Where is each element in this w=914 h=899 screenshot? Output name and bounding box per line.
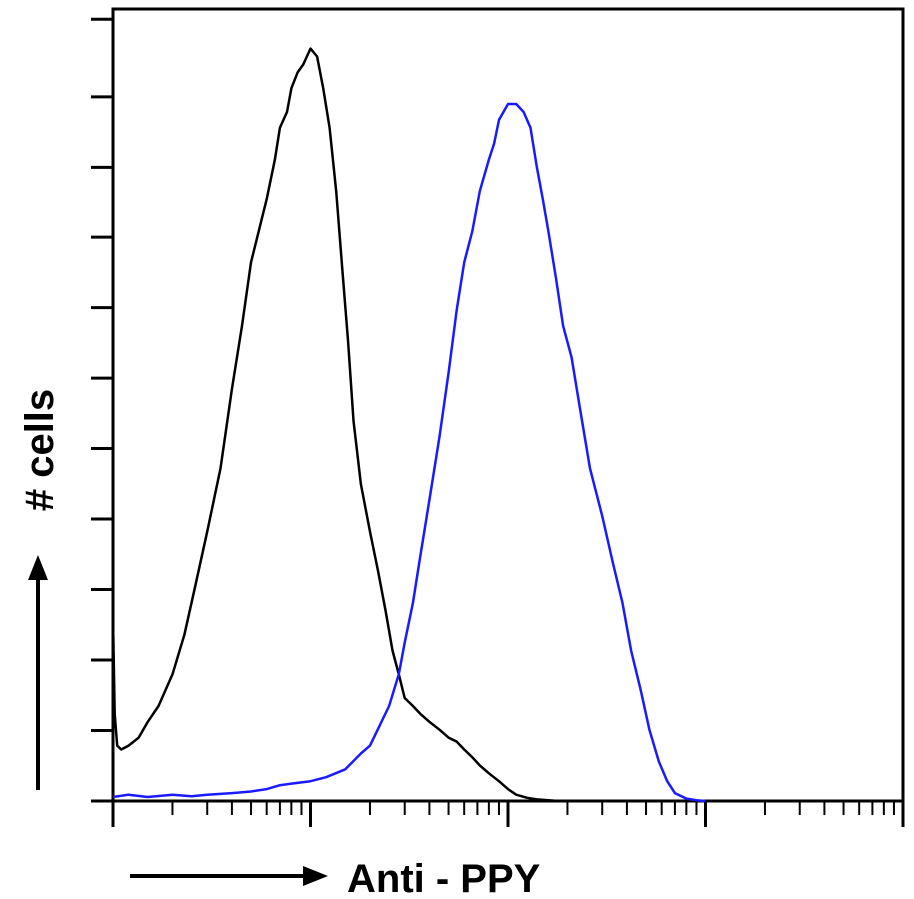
- series-layer: [111, 47, 706, 803]
- series-line-control: [111, 47, 568, 803]
- series-line-stained: [112, 102, 706, 803]
- y-axis-label: # cells: [18, 389, 62, 511]
- y-axis-ticks: [91, 17, 113, 803]
- y-axis-arrow-head: [28, 555, 48, 580]
- plot-frame: [111, 7, 905, 803]
- x-axis-label: Anti - PPY: [347, 857, 541, 899]
- x-axis-ticks: [111, 801, 905, 827]
- x-axis-arrow-head: [303, 866, 328, 886]
